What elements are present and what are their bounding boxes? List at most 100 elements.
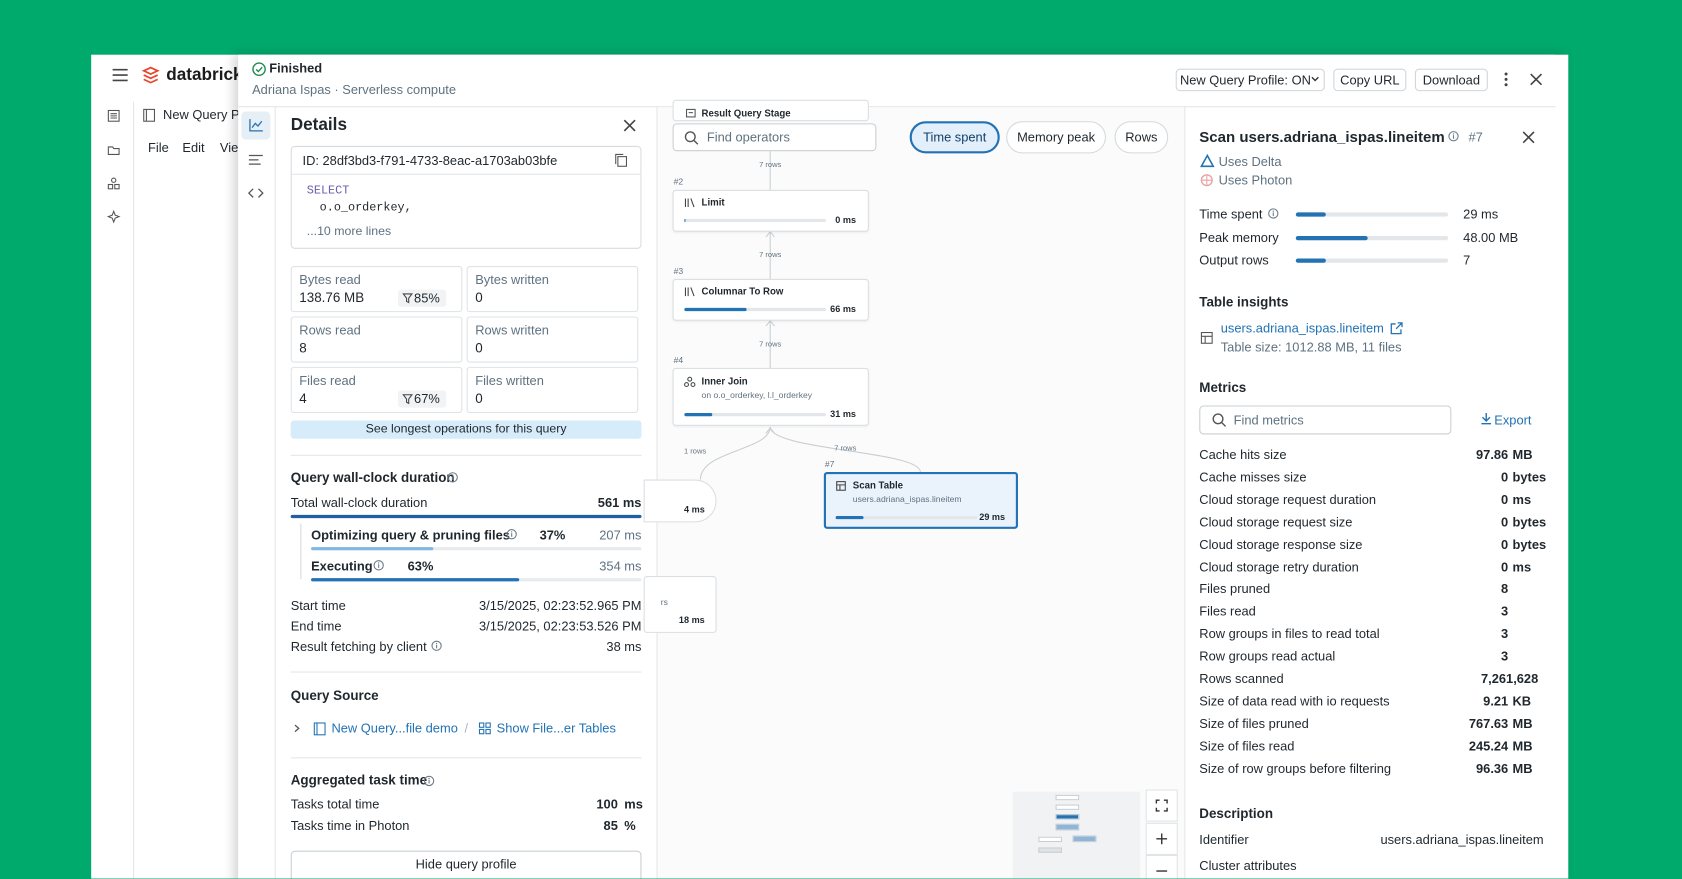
expand-chevron[interactable] [294, 724, 300, 733]
metric-unit: ms [1512, 491, 1532, 507]
panel-title: Details [290, 116, 347, 135]
icon-part [107, 109, 120, 122]
more-lines[interactable]: ...10 more lines [306, 225, 392, 239]
node-label: Columnar To Row [701, 285, 784, 297]
menu-icon[interactable] [112, 68, 128, 82]
metric-tab[interactable] [1006, 121, 1106, 154]
summary-bar [1295, 235, 1449, 241]
icon-part [1200, 332, 1213, 344]
node-time: 66 ms [830, 303, 857, 315]
header-button-label[interactable]: Download [1422, 72, 1480, 88]
stat-value: 0 [475, 390, 483, 407]
source-link[interactable]: New Query...file demo [331, 720, 458, 736]
icon-part [1390, 322, 1403, 335]
metric-value: 245.24 [1468, 738, 1509, 754]
export-icon[interactable] [1480, 412, 1492, 425]
metric-name: Size of files read [1199, 738, 1295, 754]
metric-tab[interactable] [909, 121, 1000, 154]
panel-title: Scan users.adriana_ispas.lineitem [1199, 128, 1445, 146]
row-unit: ms [624, 796, 643, 812]
menu-item[interactable]: Edit [182, 140, 205, 156]
minimap-node [1072, 835, 1097, 843]
tab-icon[interactable] [249, 119, 263, 132]
metric-tab-label[interactable]: Rows [1125, 129, 1158, 145]
kebab-menu[interactable] [1504, 72, 1508, 87]
section-title: Metrics [1199, 380, 1247, 396]
description-label: Cluster attributes [1199, 857, 1297, 873]
metric-tab[interactable] [1114, 121, 1169, 154]
rail-icon[interactable] [107, 177, 120, 190]
icon-part [685, 108, 696, 118]
icon-part [114, 183, 120, 190]
stat-card [466, 366, 639, 413]
stat-value: 4 [299, 390, 307, 407]
rail-icon[interactable] [106, 209, 121, 224]
header-button[interactable] [1333, 68, 1407, 92]
header-button[interactable] [1175, 68, 1325, 92]
filter-value: 85% [414, 290, 440, 306]
icon-part [684, 198, 695, 208]
table-link[interactable]: users.adriana_ispas.lineitem [1220, 320, 1384, 336]
icon-part [836, 484, 846, 491]
notebook-icon [313, 722, 326, 736]
row-value: 100 [596, 796, 618, 812]
close-button[interactable] [1522, 131, 1535, 144]
delta-icon [1200, 153, 1215, 168]
graph-node [672, 99, 869, 122]
notebook-title: New Query P [163, 107, 240, 123]
icon-part [251, 120, 263, 129]
sql-line: o.o_orderkey, [319, 202, 412, 215]
dashboard-icon [478, 722, 491, 735]
graph-node-partial[interactable] [643, 479, 717, 523]
metric-tab-label[interactable]: Memory peak [1017, 129, 1096, 145]
section-title: Table insights [1199, 294, 1289, 310]
icon-part [428, 777, 430, 780]
rail-icon[interactable] [107, 109, 120, 122]
zoom-button[interactable] [1145, 854, 1178, 879]
node-bar [684, 412, 826, 417]
icon-part [699, 426, 921, 480]
search-box[interactable] [672, 123, 877, 152]
stat-card [466, 266, 639, 313]
node-label: Limit [701, 196, 725, 208]
zoom-button[interactable] [1145, 789, 1178, 822]
metric-unit: bytes [1512, 469, 1547, 485]
hide-button[interactable] [290, 850, 642, 879]
metrics-search[interactable] [1199, 405, 1452, 435]
row-label: Result fetching by client [290, 639, 427, 655]
copy-button[interactable] [615, 153, 628, 167]
metric-tab-label[interactable]: Time spent [923, 129, 987, 145]
icon-part [693, 140, 699, 145]
logo-icon [141, 66, 160, 84]
metric-unit: bytes [1512, 536, 1547, 552]
tab-icon[interactable] [247, 188, 264, 199]
source-link[interactable]: Show File...er Tables [496, 720, 616, 736]
row-label: Total wall-clock duration [290, 495, 428, 511]
progress-fill [684, 412, 713, 417]
close-button[interactable] [1530, 73, 1543, 86]
tab-icon[interactable] [248, 154, 263, 165]
icon-part [1221, 422, 1227, 427]
button-label[interactable]: See longest operations for this query [365, 422, 567, 436]
info-icon [431, 640, 442, 651]
export-button[interactable]: Export [1494, 412, 1532, 428]
icon-part [485, 728, 491, 735]
metric-name: Cache hits size [1199, 447, 1287, 463]
longest-button[interactable] [290, 420, 642, 439]
external-link-icon[interactable] [1390, 322, 1403, 335]
phase-time: 207 ms [599, 527, 642, 543]
graph-node[interactable] [823, 471, 1018, 529]
graph-node[interactable] [672, 189, 869, 232]
button-label[interactable]: Hide query profile [415, 856, 517, 872]
header-button[interactable] [1414, 68, 1488, 92]
node-time: 31 ms [830, 408, 857, 420]
menu-item[interactable]: Vie [219, 140, 239, 156]
graph-node-partial[interactable] [643, 576, 717, 633]
header-button-label[interactable]: Copy URL [1340, 72, 1400, 88]
icon-part [107, 183, 114, 190]
graph-node[interactable] [672, 278, 869, 321]
rail-icon[interactable] [107, 144, 120, 157]
menu-item[interactable]: File [148, 140, 169, 156]
header-button-label[interactable]: New Query Profile: ON [1179, 72, 1311, 88]
close-button[interactable] [623, 119, 636, 132]
